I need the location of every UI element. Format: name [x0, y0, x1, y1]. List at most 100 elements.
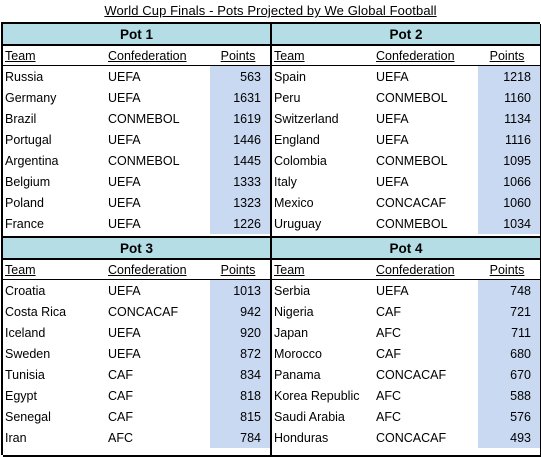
- confederation-cell: CAF: [108, 367, 133, 382]
- points-cell: 1446: [233, 132, 261, 147]
- table-row: Colombia CONMEBOL 1095: [272, 150, 540, 171]
- points-cell: 1160: [504, 90, 531, 105]
- points-cell: 834: [240, 367, 261, 382]
- confederation-cell: CAF: [108, 409, 133, 424]
- team-rows: Russia UEFA 563 Germany UEFA 1631 Brazil CONMEB…: [3, 66, 270, 234]
- points-cell: 1134: [504, 111, 531, 126]
- points-cell: 942: [240, 304, 261, 319]
- table-row: Egypt CAF 818: [3, 385, 270, 406]
- points-cell: 1226: [233, 216, 261, 231]
- confederation-cell: CONCACAF: [376, 430, 447, 445]
- team-cell: Croatia: [5, 283, 46, 298]
- points-cell: 1445: [233, 153, 261, 168]
- table-row: Japan AFC 711: [272, 322, 540, 343]
- column-headers: Team Confederation Points: [272, 46, 540, 66]
- table-row: Peru CONMEBOL 1160: [272, 87, 540, 108]
- confederation-cell: CONMEBOL: [108, 111, 180, 126]
- table-row: Uruguay CONMEBOL 1034: [272, 213, 540, 234]
- team-cell: Morocco: [274, 346, 322, 361]
- team-cell: Switzerland: [274, 111, 339, 126]
- table-row: Mexico CONCACAF 1060: [272, 192, 540, 213]
- team-cell: England: [274, 132, 320, 147]
- team-cell: Iceland: [5, 325, 46, 340]
- confederation-cell: CAF: [108, 388, 133, 403]
- team-cell: France: [5, 216, 44, 231]
- confederation-cell: CONCACAF: [108, 304, 179, 319]
- column-header-team: Team: [274, 48, 305, 63]
- team-cell: Colombia: [274, 153, 327, 168]
- team-cell: Germany: [5, 90, 57, 105]
- points-cell: 1034: [503, 216, 531, 231]
- confederation-cell: CAF: [376, 304, 401, 319]
- table-row: Brazil CONMEBOL 1619: [3, 108, 270, 129]
- confederation-cell: CONMEBOL: [376, 153, 448, 168]
- points-cell: 576: [510, 409, 531, 424]
- confederation-cell: CAF: [376, 346, 401, 361]
- table-row: England UEFA 1116: [272, 129, 540, 150]
- confederation-cell: AFC: [376, 325, 401, 340]
- confederation-cell: UEFA: [376, 283, 409, 298]
- table-row: Portugal UEFA 1446: [3, 129, 270, 150]
- team-cell: Japan: [274, 325, 309, 340]
- points-column-highlight: [478, 280, 540, 448]
- points-cell: 1619: [233, 111, 261, 126]
- table-row: Morocco CAF 680: [272, 343, 540, 364]
- points-cell: 1013: [233, 283, 261, 298]
- team-cell: Uruguay: [274, 216, 322, 231]
- points-cell: 670: [510, 367, 531, 382]
- team-cell: Nigeria: [274, 304, 314, 319]
- confederation-cell: UEFA: [108, 69, 141, 84]
- confederation-cell: UEFA: [108, 195, 141, 210]
- table-row: Tunisia CAF 834: [3, 364, 270, 385]
- points-cell: 1631: [233, 90, 261, 105]
- table-row: Senegal CAF 815: [3, 406, 270, 427]
- confederation-cell: CONCACAF: [376, 367, 447, 382]
- points-cell: 1066: [503, 174, 531, 189]
- pot-header: Pot 1: [3, 24, 270, 46]
- points-cell: 872: [240, 346, 261, 361]
- confederation-cell: UEFA: [108, 174, 141, 189]
- team-cell: Iran: [5, 430, 27, 445]
- points-cell: 1095: [503, 153, 531, 168]
- team-rows: Serbia UEFA 748 Nigeria CAF 721 Japan AFC 711 Mor…: [272, 280, 540, 448]
- team-cell: Korea Republic: [274, 388, 360, 403]
- points-cell: 818: [240, 388, 261, 403]
- table-row: Russia UEFA 563: [3, 66, 270, 87]
- points-cell: 680: [510, 346, 531, 361]
- table-row: Switzerland UEFA 1134: [272, 108, 540, 129]
- table-row: Iceland UEFA 920: [3, 322, 270, 343]
- team-cell: Italy: [274, 174, 297, 189]
- confederation-cell: CONMEBOL: [376, 90, 448, 105]
- table-row: Croatia UEFA 1013: [3, 280, 270, 301]
- team-cell: Sweden: [5, 346, 51, 361]
- table-row: Korea Republic AFC 588: [272, 385, 540, 406]
- team-cell: Portugal: [5, 132, 52, 147]
- points-cell: 920: [240, 325, 261, 340]
- table-row: Costa Rica CONCACAF 942: [3, 301, 270, 322]
- table-row: Belgium UEFA 1333: [3, 171, 270, 192]
- confederation-cell: UEFA: [376, 111, 409, 126]
- confederation-cell: UEFA: [108, 325, 141, 340]
- column-header-confederation: Confederation: [376, 262, 455, 277]
- pot-2: Pot 2 Team Confederation Points Spain UEFA 121…: [272, 24, 541, 238]
- table-row: Germany UEFA 1631: [3, 87, 270, 108]
- confederation-cell: UEFA: [376, 174, 409, 189]
- team-cell: Brazil: [5, 111, 37, 126]
- column-header-points: Points: [220, 262, 256, 277]
- table-row: Saudi Arabia AFC 576: [272, 406, 540, 427]
- team-cell: Peru: [274, 90, 301, 105]
- team-rows: Croatia UEFA 1013 Costa Rica CONCACAF 942 Icel…: [3, 280, 270, 448]
- points-column-highlight: [210, 280, 270, 448]
- team-cell: Spain: [274, 69, 306, 84]
- points-cell: 588: [510, 388, 531, 403]
- points-cell: 1323: [233, 195, 261, 210]
- table-row: Poland UEFA 1323: [3, 192, 270, 213]
- team-cell: Tunisia: [5, 367, 45, 382]
- table-row: Italy UEFA 1066: [272, 171, 540, 192]
- column-headers: Team Confederation Points: [3, 260, 270, 280]
- confederation-cell: UEFA: [108, 216, 141, 231]
- confederation-cell: AFC: [376, 409, 401, 424]
- table-row: Spain UEFA 1218: [272, 66, 540, 87]
- column-header-points: Points: [489, 262, 525, 277]
